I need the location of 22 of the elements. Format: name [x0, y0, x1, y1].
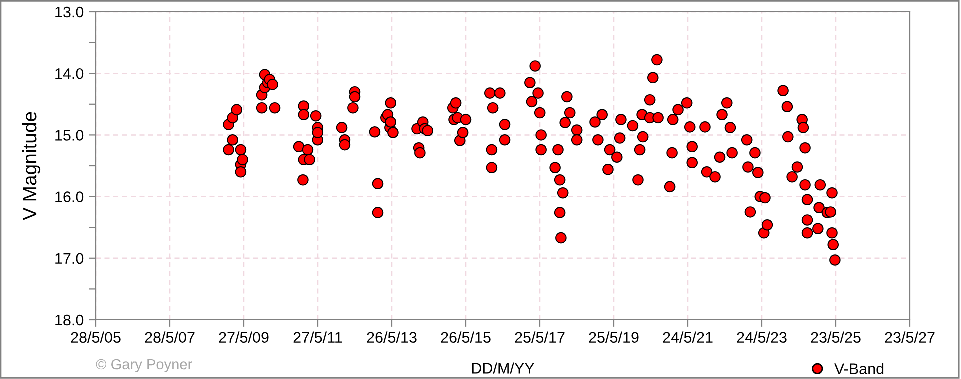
x-tick-label: 24/5/23 [737, 332, 787, 344]
text: © Gary Poyner [96, 359, 192, 373]
y-tick-label: 15.0 [56, 130, 84, 141]
x-tick-label: 25/5/19 [589, 332, 639, 344]
x-tick-label: 27/5/09 [219, 332, 269, 344]
x-tick-label: 25/5/17 [515, 332, 565, 344]
y-axis-title: V Magnitude [22, 112, 41, 220]
y-tick-label: 14.0 [56, 68, 84, 80]
x-tick-label: 26/5/15 [441, 332, 491, 344]
x-tick-label: 23/5/27 [885, 332, 935, 344]
x-axis-title: DD/M/YY [472, 362, 534, 374]
y-tick-label: 18.0 [56, 314, 84, 326]
x-tick-label: 26/5/13 [367, 332, 417, 344]
legend-label: V-Band [834, 363, 884, 374]
x-tick-label: 23/5/25 [811, 332, 861, 344]
x-tick-label: 24/5/21 [663, 332, 713, 344]
x-tick-label: 28/5/05 [71, 332, 121, 344]
y-tick-label: 13.0 [56, 6, 84, 18]
x-tick-label: 27/5/11 [294, 332, 342, 344]
y-tick-label: 16.0 [56, 192, 84, 202]
x-tick-label: 28/5/07 [145, 332, 195, 344]
y-tick-label: 17.0 [56, 253, 84, 264]
